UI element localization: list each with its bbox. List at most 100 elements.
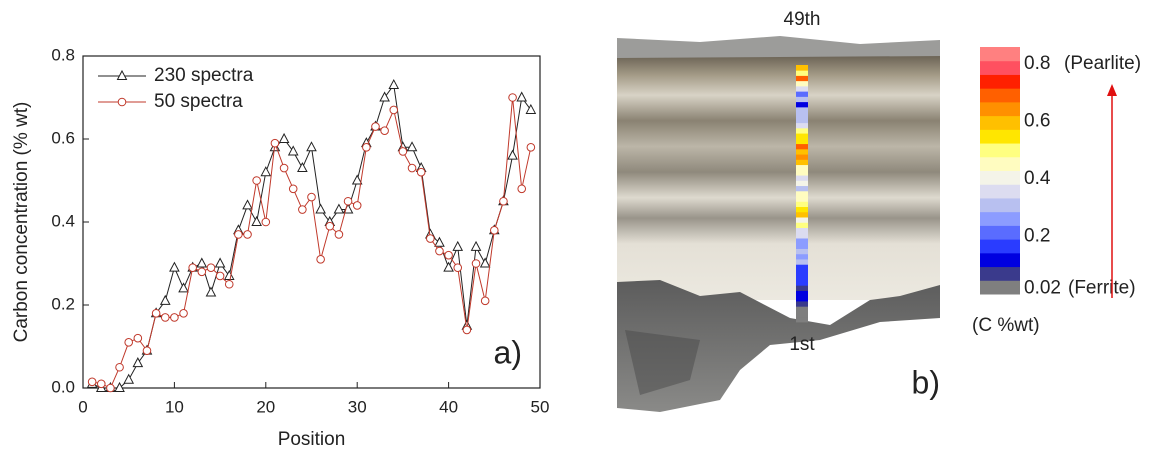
marker — [343, 196, 353, 206]
marker — [490, 226, 499, 235]
strip-cell — [796, 91, 808, 97]
colorbar-tick-label: 0.2 — [1024, 226, 1050, 247]
marker — [169, 261, 180, 272]
marker — [416, 167, 426, 177]
x-tick-label: 0 — [78, 397, 87, 416]
strip-cell — [796, 80, 808, 87]
marker — [471, 259, 481, 268]
marker — [243, 230, 252, 239]
strip-cell — [796, 164, 808, 171]
strip-cell — [796, 201, 808, 208]
marker — [178, 282, 189, 293]
marker — [316, 255, 325, 264]
strip-cell — [796, 269, 808, 276]
marker — [398, 147, 408, 156]
strip-cell — [796, 243, 808, 249]
marker — [278, 132, 290, 143]
colorbar-band — [980, 156, 1020, 171]
strip-cell — [796, 85, 808, 92]
colorbar-band — [980, 184, 1020, 199]
marker — [170, 313, 179, 322]
marker — [197, 267, 207, 277]
x-tick-label: 50 — [531, 397, 550, 416]
marker — [379, 91, 390, 102]
marker — [188, 263, 197, 272]
marker — [389, 105, 399, 115]
strip-cell — [796, 316, 808, 323]
marker — [223, 269, 235, 280]
colorbar-band — [980, 225, 1020, 240]
x-tick-label: 10 — [165, 397, 184, 416]
strip-cell — [796, 65, 808, 71]
colorbar-band — [980, 129, 1020, 144]
y-tick-label: 0.2 — [51, 294, 75, 313]
colorbar-band — [980, 74, 1020, 89]
marker — [87, 377, 97, 387]
micrograph — [617, 36, 940, 412]
y-tick-label: 0.6 — [51, 128, 75, 147]
marker — [434, 236, 445, 247]
marker — [242, 199, 253, 210]
marker — [159, 294, 171, 305]
colorbar-band — [980, 211, 1020, 226]
marker — [124, 338, 133, 347]
marker — [260, 166, 272, 177]
strip-cell — [796, 185, 808, 192]
micrograph-rock — [617, 280, 940, 412]
marker — [106, 383, 115, 393]
x-tick-label: 30 — [348, 397, 367, 416]
marker — [426, 234, 435, 243]
strip-cell — [796, 253, 808, 260]
strip-cell — [796, 75, 808, 82]
colorbar-band — [980, 280, 1020, 295]
marker — [287, 145, 299, 156]
marker — [142, 346, 152, 355]
marker — [117, 97, 127, 107]
colorbar-band — [980, 170, 1020, 185]
strip-cell — [796, 259, 808, 265]
strip-cell — [796, 311, 808, 318]
colorbar-tick-label: 0.6 — [1024, 111, 1050, 132]
strip-cell — [796, 175, 808, 181]
marker — [470, 240, 482, 251]
marker — [508, 93, 517, 102]
x-tick-label: 20 — [256, 397, 275, 416]
marker — [151, 309, 161, 318]
strip-cell — [796, 112, 808, 118]
marker — [462, 325, 472, 335]
marker — [325, 221, 335, 231]
marker — [115, 362, 124, 372]
series-line — [91, 83, 532, 389]
marker — [160, 313, 170, 322]
marker — [307, 192, 316, 202]
marker — [479, 257, 491, 268]
marker — [352, 201, 362, 210]
marker — [526, 143, 536, 152]
rock-shadow — [625, 330, 700, 395]
strip-cell — [796, 211, 808, 218]
colorbar-band — [980, 197, 1020, 213]
strip-cell — [796, 143, 808, 150]
marker — [516, 91, 528, 102]
strip-cell — [796, 274, 808, 281]
x-tick-label: 40 — [439, 397, 458, 416]
marker — [452, 240, 464, 251]
marker — [517, 184, 527, 194]
strip-cell — [796, 206, 808, 213]
strip-cell — [796, 196, 808, 202]
marker — [480, 296, 490, 306]
marker — [453, 263, 463, 272]
strip-cell — [796, 227, 808, 234]
marker — [435, 246, 444, 256]
strip-cell — [796, 232, 808, 239]
strip-cell — [796, 96, 808, 103]
colorbar-band — [980, 266, 1020, 281]
colorbar-title: (C %wt) — [972, 315, 1040, 336]
marker — [261, 217, 271, 227]
colorbar-band — [980, 239, 1020, 254]
marker — [362, 143, 371, 152]
x-axis-label: Position — [278, 429, 346, 450]
ferrite-label: (Ferrite) — [1068, 277, 1136, 298]
pearlite-label: (Pearlite) — [1064, 53, 1141, 74]
strip-cell — [796, 301, 808, 307]
